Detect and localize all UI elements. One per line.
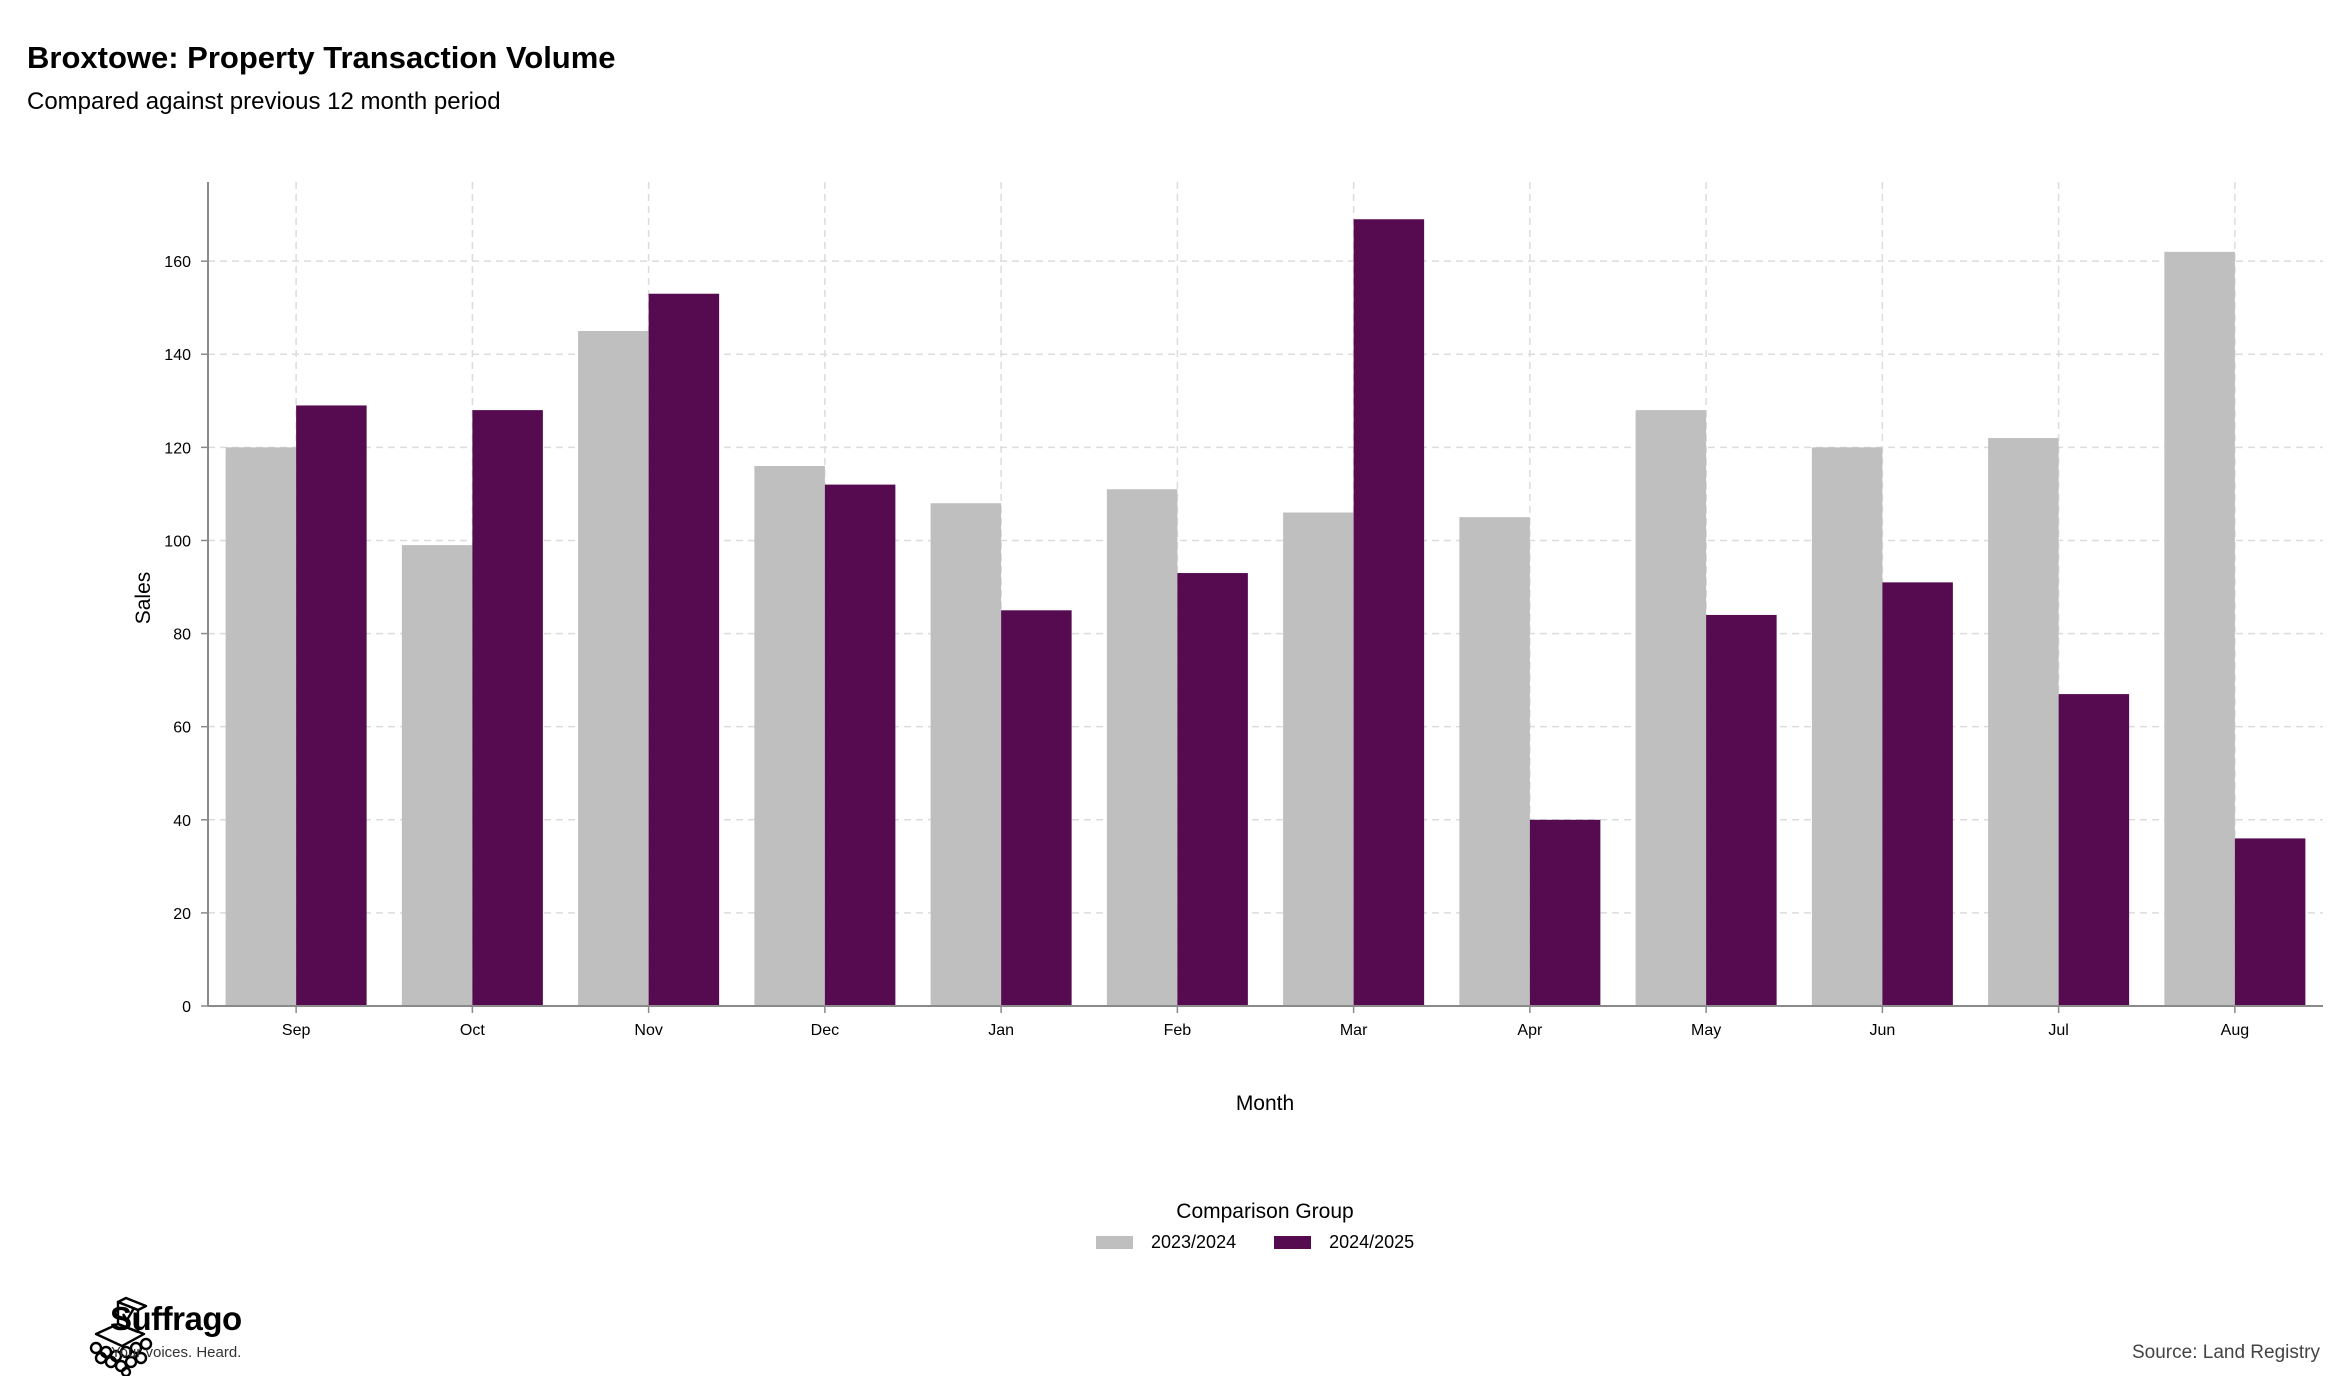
x-tick-label: Oct: [460, 1022, 485, 1039]
brand-name: Suffrago: [110, 1300, 242, 1337]
legend-label-2023-2024: 2023/2024: [1151, 1232, 1237, 1252]
source-note: Source: Land Registry: [2132, 1342, 2320, 1363]
y-tick-label: 120: [164, 440, 191, 457]
y-tick-label: 0: [182, 999, 191, 1016]
x-tick-label: Dec: [811, 1022, 839, 1039]
bar-jun-2023-2024: [1811, 447, 1883, 1006]
y-tick-label: 160: [164, 254, 191, 271]
legend-title: Comparison Group: [1176, 1200, 1354, 1223]
legend-swatch-2023-2024: [1096, 1236, 1133, 1249]
bar-may-2024-2025: [1706, 614, 1777, 1006]
y-tick-label: 20: [173, 906, 191, 923]
bar-oct-2023-2024: [401, 545, 473, 1006]
bar-jul-2023-2024: [1988, 438, 2059, 1007]
bar-jul-2024-2025: [2058, 694, 2130, 1006]
bar-apr-2024-2025: [1529, 819, 1601, 1006]
bar-nov-2024-2025: [648, 293, 720, 1006]
x-tick-labels: Sep Oct Nov Dec Jan Feb Mar Apr May Jun Jul Aug: [282, 1022, 2249, 1039]
y-tick-labels: 0 20 40 60 80 100 120 140 160: [164, 254, 191, 1016]
bar-dec-2023-2024: [754, 465, 825, 1006]
axes: [201, 182, 2323, 1013]
x-tick-label: Apr: [1517, 1022, 1543, 1039]
bar-sep-2023-2024: [225, 447, 297, 1006]
bar-sep-2024-2025: [296, 405, 367, 1006]
bar-mar-2024-2025: [1353, 219, 1425, 1007]
bar-aug-2023-2024: [2164, 251, 2235, 1006]
x-tick-label: Nov: [634, 1022, 662, 1039]
y-tick-label: 60: [173, 720, 191, 737]
bar-feb-2023-2024: [1106, 489, 1178, 1006]
bar-apr-2023-2024: [1459, 517, 1530, 1006]
bar-jan-2023-2024: [930, 503, 1002, 1006]
ballot-box-icon: [89, 1296, 153, 1376]
bar-mar-2023-2024: [1283, 512, 1354, 1006]
y-axis-title: Sales: [132, 572, 155, 625]
legend-swatch-2024-2025: [1274, 1236, 1312, 1249]
legend-label-2024-2025: 2024/2025: [1329, 1232, 1415, 1252]
bar-jun-2024-2025: [1882, 582, 1953, 1006]
x-tick-label: May: [1691, 1022, 1721, 1039]
y-tick-label: 40: [173, 813, 191, 830]
x-axis-title: Month: [1236, 1092, 1294, 1115]
bar-may-2023-2024: [1635, 410, 1707, 1006]
y-tick-label: 140: [164, 347, 191, 364]
x-tick-label: Jun: [1869, 1022, 1895, 1039]
bar-aug-2024-2025: [2234, 838, 2306, 1006]
brand-tagline: Your voices. Heard.: [111, 1344, 242, 1361]
bars: [225, 219, 2306, 1007]
y-tick-label: 100: [164, 533, 191, 550]
x-tick-label: Mar: [1340, 1022, 1368, 1039]
chart-title: Broxtowe: Property Transaction Volume: [27, 40, 616, 75]
x-tick-label: Feb: [1164, 1022, 1192, 1039]
chart-subtitle: Compared against previous 12 month perio…: [27, 88, 501, 115]
y-tick-label: 80: [173, 627, 191, 644]
bar-oct-2024-2025: [472, 410, 543, 1006]
bar-dec-2024-2025: [824, 484, 896, 1006]
legend: 2023/2024 2024/2025: [1096, 1232, 1452, 1253]
x-tick-label: Jan: [988, 1022, 1014, 1039]
bar-jan-2024-2025: [1001, 610, 1072, 1006]
bar-feb-2024-2025: [1177, 573, 1248, 1006]
bar-nov-2023-2024: [578, 330, 649, 1006]
x-tick-label: Aug: [2221, 1022, 2249, 1039]
x-tick-label: Jul: [2048, 1022, 2068, 1039]
legend-item-2023-2024: 2023/2024: [1096, 1232, 1236, 1253]
x-tick-label: Sep: [282, 1022, 311, 1039]
legend-item-2024-2025: 2024/2025: [1274, 1232, 1414, 1253]
